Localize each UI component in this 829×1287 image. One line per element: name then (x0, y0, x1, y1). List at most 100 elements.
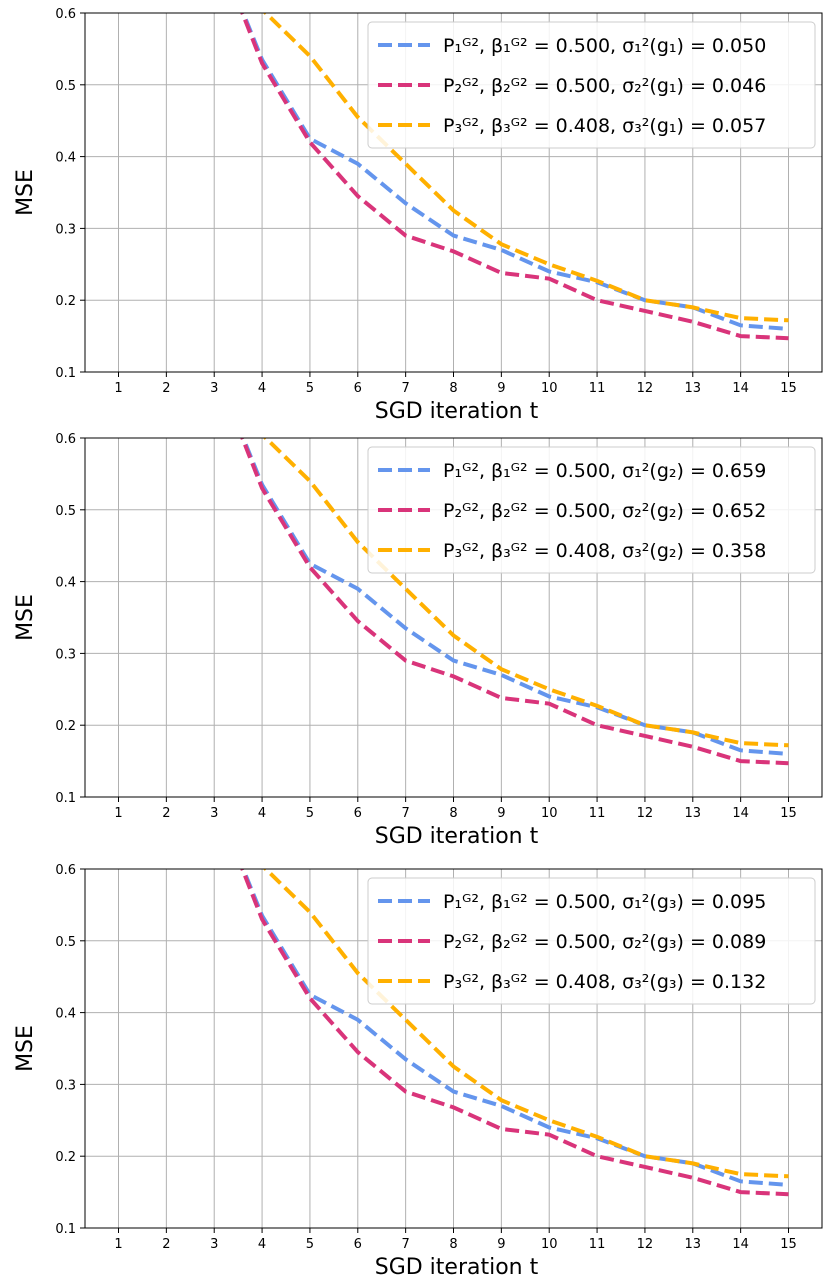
x-tick-label: 3 (210, 381, 218, 396)
subplot: 1 2 3 4 5 6 7 8 9 10 11 12 13 14 150.10.20.30.40.50.6S… (13, 863, 823, 1280)
y-tick-label: 0.5 (55, 79, 76, 94)
legend-label: P₃ᴳ², β₃ᴳ² = 0.408, σ₃²(g₃) = 0.132 (443, 971, 766, 993)
axes-frame (84, 868, 823, 1229)
legend-box (367, 446, 816, 574)
x-tick-label: 7 (402, 1237, 410, 1252)
x-tick-label: 8 (449, 1237, 457, 1252)
y-tick-label: 0.6 (55, 7, 76, 22)
x-tick-label: 1 (114, 381, 122, 396)
y-tick-label: 0.4 (55, 1007, 76, 1022)
x-axis-label: SGD iteration t (375, 1255, 539, 1280)
y-tick-label: 0.3 (55, 647, 76, 662)
lines (240, 438, 789, 766)
line-series (262, 438, 789, 748)
y-tick-label: 0.2 (55, 294, 76, 309)
x-tick-label: 15 (780, 381, 797, 396)
x-tick-label: 9 (497, 1237, 505, 1252)
x-tick-label: 8 (449, 381, 457, 396)
line-series (240, 13, 789, 341)
subplot: 1 2 3 4 5 6 7 8 9 10 11 12 13 14 150.10.20.30.40.50.6S… (13, 432, 823, 849)
legend-box (367, 21, 816, 149)
line-series (240, 869, 789, 1197)
lines (240, 13, 789, 341)
y-tick-label: 0.1 (55, 791, 76, 806)
x-tick-label: 8 (449, 806, 457, 821)
y-tick-label: 0.4 (55, 576, 76, 591)
x-tick-label: 4 (258, 1237, 266, 1252)
line-series (240, 438, 789, 766)
x-tick-label: 2 (162, 381, 170, 396)
legend-label: P₃ᴳ², β₃ᴳ² = 0.408, σ₃²(g₂) = 0.358 (443, 540, 766, 562)
x-tick-label: 6 (354, 1237, 362, 1252)
legend-label: P₃ᴳ², β₃ᴳ² = 0.408, σ₃²(g₁) = 0.057 (443, 115, 766, 137)
x-tick-label: 7 (402, 806, 410, 821)
legend-label: P₂ᴳ², β₂ᴳ² = 0.500, σ₂²(g₁) = 0.046 (443, 75, 766, 97)
x-tick-label: 3 (210, 1237, 218, 1252)
x-tick-label: 13 (685, 806, 702, 821)
legend-box (367, 877, 816, 1005)
x-tick-label: 15 (780, 1237, 797, 1252)
y-axis-label: MSE (13, 1025, 38, 1072)
line-series (262, 869, 789, 1179)
lines (240, 869, 789, 1197)
x-tick-label: 12 (637, 1237, 654, 1252)
x-tick-label: 10 (541, 806, 558, 821)
axes-frame (84, 12, 823, 373)
y-tick-label: 0.5 (55, 935, 76, 950)
legend-label: P₁ᴳ², β₁ᴳ² = 0.500, σ₁²(g₂) = 0.659 (443, 460, 766, 482)
x-tick-label: 3 (210, 806, 218, 821)
x-tick-label: 13 (685, 1237, 702, 1252)
y-tick-label: 0.1 (55, 366, 76, 381)
x-tick-label: 6 (354, 806, 362, 821)
x-tick-label: 2 (162, 1237, 170, 1252)
x-axis-label: SGD iteration t (375, 399, 539, 424)
legend-label: P₂ᴳ², β₂ᴳ² = 0.500, σ₂²(g₂) = 0.652 (443, 500, 766, 522)
x-axis-label: SGD iteration t (375, 824, 539, 849)
x-tick-label: 6 (354, 381, 362, 396)
y-axis-label: MSE (13, 169, 38, 216)
y-tick-label: 0.3 (55, 1078, 76, 1093)
legend: P₁ᴳ², β₁ᴳ² = 0.500, σ₁²(g₃) = 0.095 P₂ᴳ²,… (367, 877, 816, 1005)
x-tick-label: 5 (306, 381, 314, 396)
y-tick-label: 0.4 (55, 151, 76, 166)
axes-frame (84, 437, 823, 798)
x-tick-label: 5 (306, 806, 314, 821)
x-tick-label: 10 (541, 381, 558, 396)
y-tick-label: 0.2 (55, 719, 76, 734)
x-tick-label: 11 (589, 381, 606, 396)
x-tick-label: 14 (732, 806, 749, 821)
legend-label: P₁ᴳ², β₁ᴳ² = 0.500, σ₁²(g₁) = 0.050 (443, 35, 766, 57)
x-tick-label: 10 (541, 1237, 558, 1252)
x-tick-label: 12 (637, 806, 654, 821)
x-tick-label: 5 (306, 1237, 314, 1252)
legend: P₁ᴳ², β₁ᴳ² = 0.500, σ₁²(g₁) = 0.050 P₂ᴳ²,… (367, 21, 816, 149)
y-tick-label: 0.3 (55, 222, 76, 237)
x-tick-label: 14 (732, 1237, 749, 1252)
x-tick-label: 11 (589, 806, 606, 821)
x-tick-label: 9 (497, 806, 505, 821)
y-tick-label: 0.1 (55, 1222, 76, 1237)
x-tick-label: 7 (402, 381, 410, 396)
x-tick-label: 9 (497, 381, 505, 396)
y-tick-label: 0.6 (55, 432, 76, 447)
subplot: 1 2 3 4 5 6 7 8 9 10 11 12 13 14 150.10.20.30.40.50.6S… (13, 7, 823, 424)
legend-label: P₂ᴳ², β₂ᴳ² = 0.500, σ₂²(g₃) = 0.089 (443, 931, 766, 953)
y-tick-label: 0.6 (55, 863, 76, 878)
x-tick-label: 2 (162, 806, 170, 821)
legend-label: P₁ᴳ², β₁ᴳ² = 0.500, σ₁²(g₃) = 0.095 (443, 891, 766, 913)
y-axis-label: MSE (13, 594, 38, 641)
x-tick-label: 11 (589, 1237, 606, 1252)
x-tick-label: 14 (732, 381, 749, 396)
y-tick-label: 0.2 (55, 1150, 76, 1165)
x-tick-label: 13 (685, 381, 702, 396)
legend: P₁ᴳ², β₁ᴳ² = 0.500, σ₁²(g₂) = 0.659 P₂ᴳ²,… (367, 446, 816, 574)
x-tick-label: 1 (114, 806, 122, 821)
line-series (262, 13, 789, 323)
x-tick-label: 4 (258, 381, 266, 396)
x-tick-label: 1 (114, 1237, 122, 1252)
x-tick-label: 4 (258, 806, 266, 821)
y-tick-label: 0.5 (55, 504, 76, 519)
x-tick-label: 12 (637, 381, 654, 396)
